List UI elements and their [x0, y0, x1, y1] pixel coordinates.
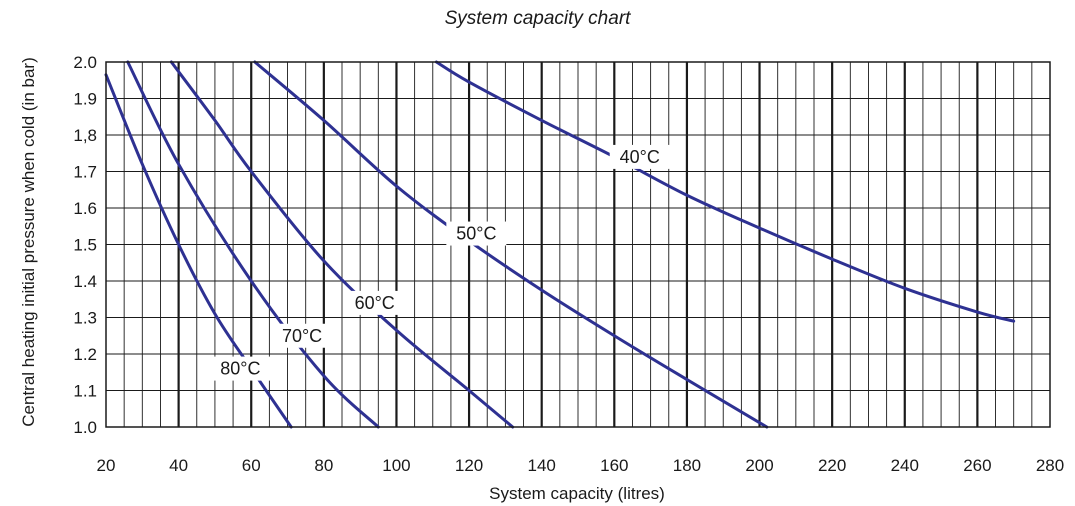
series-line: [169, 60, 515, 429]
x-tick-label: 20: [97, 456, 116, 475]
y-tick-label: 2.0: [73, 53, 97, 72]
x-tick-labels: 20 40 60 80 100 120 140 160 180 200 220 240 260 280: [97, 456, 1065, 475]
series-labels: 40°C 50°C 60°C 70°C 80°C: [210, 144, 670, 381]
y-tick-label: 1.1: [73, 382, 97, 401]
series-line: [253, 60, 769, 429]
x-tick-label: 260: [963, 456, 991, 475]
series-label: 70°C: [282, 326, 322, 346]
plot-frame: [105, 61, 1051, 428]
series-lines: [104, 60, 1016, 429]
series-label-background: [272, 323, 333, 348]
series-label-background: [344, 290, 405, 315]
x-tick-label: 180: [673, 456, 701, 475]
series-label-background: [446, 221, 507, 246]
x-tick-label: 60: [242, 456, 261, 475]
x-tick-label: 200: [745, 456, 773, 475]
series-line: [434, 60, 1016, 323]
y-tick-label: 1.5: [73, 236, 97, 255]
x-tick-label: 120: [455, 456, 483, 475]
y-tick-label: 1.2: [73, 345, 97, 364]
series-label: 80°C: [220, 359, 260, 379]
series-label-background: [609, 144, 670, 169]
x-tick-label: 240: [891, 456, 919, 475]
y-tick-labels: 1.0 1.1 1.2 1.3 1.4 1.5 1.6 1.7 1,8 1.9 2.0: [73, 53, 97, 437]
x-axis-label: System capacity (litres): [489, 484, 665, 503]
y-tick-label: 1.6: [73, 199, 97, 218]
y-tick-label: 1.0: [73, 418, 97, 437]
y-tick-label: 1.9: [73, 90, 97, 109]
x-tick-label: 280: [1036, 456, 1064, 475]
x-tick-label: 160: [600, 456, 628, 475]
series-line: [126, 60, 380, 429]
x-tick-label: 80: [314, 456, 333, 475]
y-tick-label: 1.3: [73, 309, 97, 328]
x-tick-label: 220: [818, 456, 846, 475]
y-axis-label: Central heating initial pressure when co…: [19, 57, 38, 427]
series-label: 50°C: [456, 224, 496, 244]
x-tick-label: 100: [382, 456, 410, 475]
x-tick-label: 140: [528, 456, 556, 475]
y-tick-label: 1.4: [73, 272, 97, 291]
series-label-background: [210, 356, 271, 381]
series-label: 60°C: [355, 293, 395, 313]
y-tick-label: 1.7: [73, 163, 97, 182]
chart-title: System capacity chart: [444, 8, 631, 29]
y-tick-label: 1,8: [73, 126, 97, 145]
x-tick-label: 40: [169, 456, 188, 475]
series-label: 40°C: [620, 147, 660, 167]
